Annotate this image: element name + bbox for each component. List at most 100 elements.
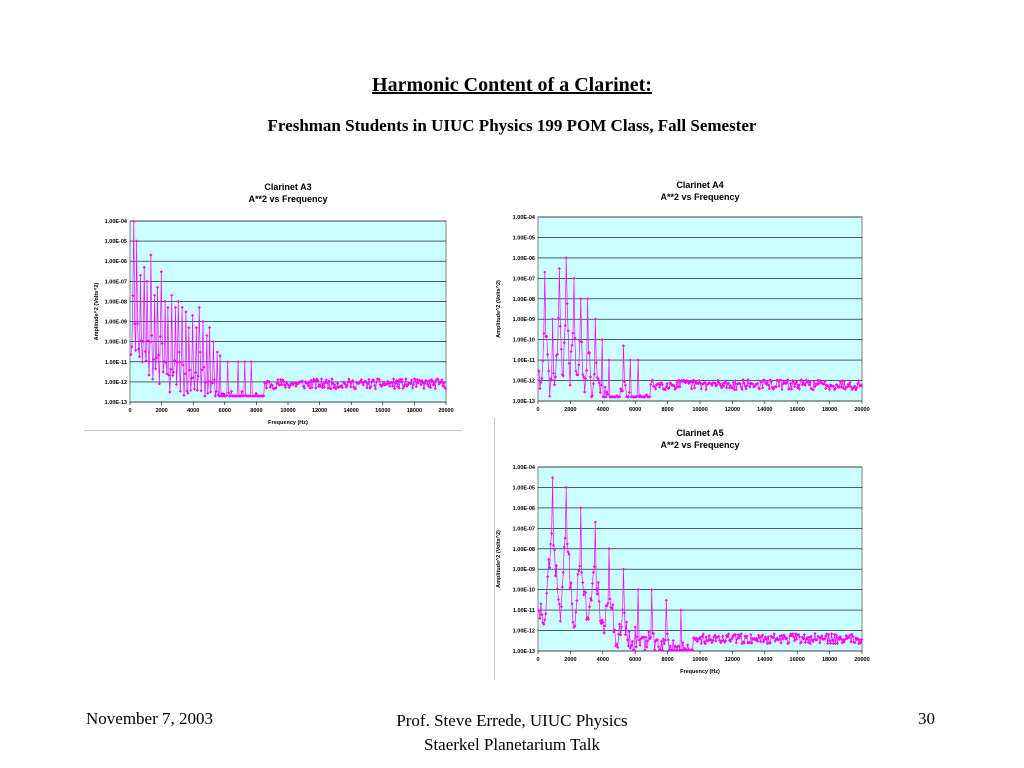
data-point-marker (751, 382, 755, 386)
data-point-marker (746, 378, 750, 382)
x-tick-label: 12000 (725, 657, 740, 663)
chart-subtitle: A**2 vs Frequency (660, 192, 739, 202)
data-point-marker (623, 383, 628, 387)
x-tick-label: 8000 (661, 657, 673, 663)
data-point-marker (390, 380, 394, 385)
data-point-marker (208, 326, 212, 330)
y-tick-label: 1.00E-08 (513, 547, 535, 553)
data-point-marker (150, 333, 154, 338)
data-point-marker (791, 632, 795, 636)
data-point-marker (850, 387, 854, 392)
data-point-marker (744, 387, 748, 391)
data-point-marker (550, 317, 555, 321)
data-point-marker (385, 382, 389, 386)
data-point-marker (379, 384, 383, 389)
data-point-marker (825, 383, 829, 387)
data-point-marker (833, 386, 838, 391)
data-point-marker (274, 386, 278, 390)
data-point-marker (610, 607, 614, 611)
data-point-marker (204, 380, 208, 385)
data-point-marker (392, 387, 397, 391)
data-point-marker (673, 644, 677, 648)
data-point-marker (276, 378, 280, 382)
x-tick-label: 0 (536, 407, 539, 413)
footer-page-number: 30 (918, 709, 935, 728)
data-point-marker (254, 391, 258, 395)
data-point-marker (848, 633, 852, 637)
y-axis-label: Amplitude^2 (Volts^2) (496, 280, 502, 338)
data-point-marker (345, 384, 349, 388)
data-point-marker (414, 384, 418, 389)
data-point-marker (133, 322, 137, 326)
x-tick-label: 0 (128, 408, 131, 414)
data-point-marker (401, 386, 405, 390)
x-tick-label: 4000 (187, 408, 199, 414)
data-point-marker (828, 641, 833, 646)
data-point-marker (275, 381, 279, 385)
data-point-marker (834, 382, 839, 387)
data-point-marker (777, 638, 781, 642)
data-point-marker (817, 635, 821, 639)
data-point-marker (750, 641, 754, 645)
data-point-marker (769, 380, 773, 384)
data-point-marker (789, 381, 793, 385)
data-point-marker (335, 385, 339, 389)
y-tick-label: 1.00E-06 (105, 259, 127, 265)
data-point-marker (567, 361, 571, 365)
data-point-marker (398, 377, 402, 381)
data-point-marker (754, 638, 758, 642)
data-point-marker (558, 324, 562, 328)
data-point-marker (181, 363, 185, 367)
y-tick-label: 1.00E-07 (513, 526, 535, 532)
x-tick-label: 18000 (407, 408, 422, 414)
data-point-marker (846, 635, 850, 639)
data-point-marker (828, 387, 832, 391)
data-point-marker (178, 389, 182, 393)
x-tick-label: 8000 (250, 408, 262, 414)
data-point-marker (851, 634, 855, 639)
data-point-marker (782, 633, 786, 637)
data-point-marker (395, 384, 399, 389)
data-point-marker (760, 633, 765, 637)
data-point-marker (685, 648, 689, 652)
data-point-marker (745, 634, 749, 638)
y-axis-label: Amplitude^2 (Volts^2) (94, 283, 100, 341)
data-point-marker (621, 344, 626, 348)
data-point-marker (281, 379, 286, 383)
x-tick-label: 6000 (629, 407, 641, 413)
data-point-marker (243, 360, 247, 364)
data-point-marker (278, 383, 282, 387)
data-point-marker (174, 382, 179, 387)
data-point-marker (856, 637, 860, 641)
data-point-marker (769, 634, 773, 638)
data-point-marker (346, 380, 350, 384)
data-point-marker (860, 384, 864, 388)
data-point-marker (742, 381, 746, 385)
x-tick-label: 18000 (822, 657, 837, 663)
data-point-marker (759, 634, 764, 638)
data-point-marker (766, 383, 770, 387)
data-point-marker (236, 360, 240, 364)
y-tick-label: 1.00E-04 (105, 219, 128, 225)
data-point-marker (654, 639, 658, 643)
data-point-marker (249, 360, 253, 364)
data-point-marker (794, 380, 799, 384)
data-point-marker (354, 380, 359, 384)
data-point-marker (416, 381, 420, 385)
data-point-marker (172, 370, 176, 374)
data-point-marker (813, 385, 817, 389)
data-point-marker (797, 387, 802, 391)
x-tick-label: 10000 (280, 408, 295, 414)
data-point-marker (800, 383, 804, 387)
data-point-marker (758, 387, 762, 391)
data-point-marker (843, 387, 847, 391)
data-point-marker (785, 636, 789, 640)
data-point-marker (309, 378, 313, 383)
data-point-marker (837, 637, 841, 642)
data-point-marker (814, 382, 818, 386)
y-tick-label: 1.00E-11 (105, 360, 127, 366)
data-point-marker (834, 633, 839, 637)
data-point-marker (563, 324, 567, 328)
data-point-marker (656, 645, 661, 649)
data-point-marker (828, 383, 833, 387)
